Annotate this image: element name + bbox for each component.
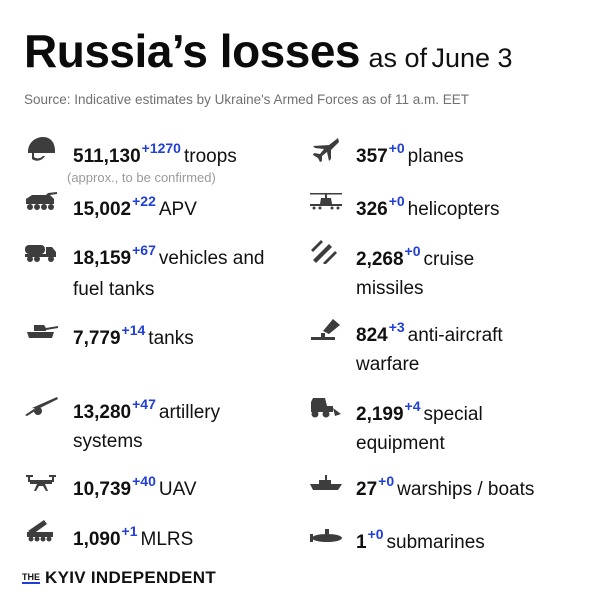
source-note: Source: Indicative estimates by Ukraine'… [24, 92, 470, 107]
title-as-of: as of [368, 43, 427, 73]
special-equipment-icon [309, 394, 343, 420]
warship-icon [309, 470, 343, 496]
title-date: June 3 [429, 43, 515, 73]
tank-icon [24, 319, 58, 345]
anti-aircraft-icon [309, 317, 343, 343]
brand-name: KYIV INDEPENDENT [45, 568, 217, 587]
missiles-icon [309, 238, 343, 265]
artillery-icon [24, 394, 58, 420]
mlrs-icon [24, 517, 58, 543]
plane-icon [309, 137, 343, 163]
apv-icon [24, 189, 58, 215]
brand-logo: THE KYIV INDEPENDENT [22, 568, 216, 588]
brand-the: THE [22, 571, 40, 584]
helmet-icon [24, 136, 58, 162]
troops-note: (approx., to be confirmed) [67, 170, 216, 185]
drone-icon [24, 470, 58, 496]
submarine-icon [309, 523, 343, 549]
page-title: Russia’s losses as of June 3 [24, 24, 515, 78]
fuel-truck-icon [24, 240, 58, 266]
helicopter-icon [309, 189, 343, 215]
title-main: Russia’s losses [24, 25, 361, 77]
